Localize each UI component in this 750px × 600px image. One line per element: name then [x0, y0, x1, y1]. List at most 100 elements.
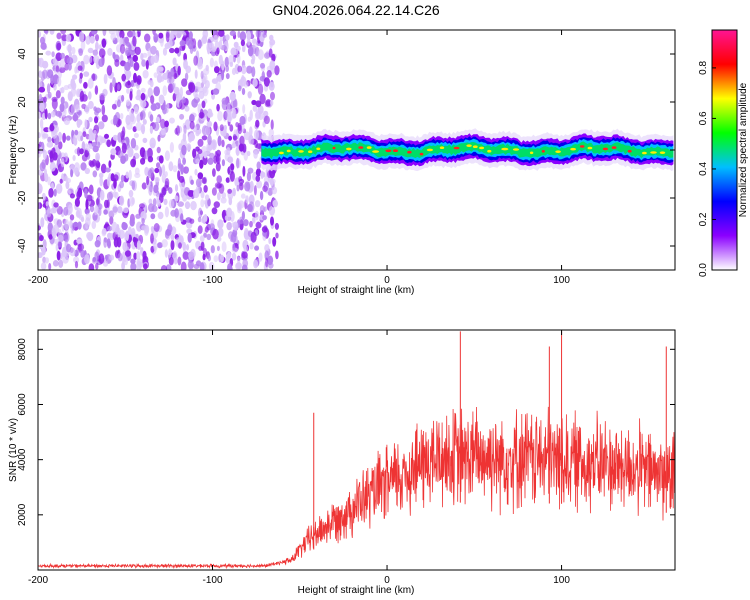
noise-speckle [67, 189, 71, 196]
noise-speckle [172, 57, 177, 66]
noise-speckle [131, 227, 136, 238]
noise-speckle [38, 132, 41, 139]
noise-speckle [121, 94, 125, 102]
noise-speckle [100, 163, 107, 174]
colorbar-tick-label: 0.0 [698, 263, 709, 277]
spectrogram-x-label: Height of straight line (km) [298, 285, 415, 296]
noise-speckle [111, 103, 117, 110]
noise-speckle [197, 172, 204, 180]
noise-speckle [98, 172, 104, 179]
noise-speckle [160, 118, 166, 129]
noise-speckle [72, 74, 78, 80]
noise-speckle [65, 34, 72, 42]
noise-speckle [158, 32, 164, 39]
noise-speckle [45, 50, 52, 56]
noise-speckle [144, 33, 151, 43]
noise-speckle [158, 155, 164, 164]
noise-speckle [217, 135, 222, 147]
noise-speckle [180, 181, 186, 193]
noise-speckle [64, 63, 69, 71]
noise-speckle [154, 176, 160, 183]
noise-speckle [201, 135, 208, 141]
noise-speckle [52, 58, 58, 64]
noise-speckle [153, 33, 159, 43]
noise-speckle [150, 103, 157, 111]
noise-speckle [184, 105, 190, 112]
noise-speckle [254, 129, 259, 140]
noise-speckle [153, 223, 160, 232]
noise-speckle [255, 100, 262, 108]
noise-speckle [157, 242, 163, 249]
noise-speckle [237, 256, 241, 265]
noise-speckle [125, 81, 132, 89]
noise-speckle [241, 87, 246, 96]
signal-peak-dot [611, 146, 617, 149]
noise-speckle [269, 177, 274, 187]
spectrogram-x-tick-label: 100 [553, 275, 570, 286]
noise-speckle [241, 45, 246, 53]
noise-speckle [171, 82, 175, 90]
noise-speckle [275, 232, 279, 239]
noise-speckle [257, 49, 264, 61]
noise-speckle [168, 257, 174, 266]
noise-speckle [166, 102, 170, 110]
noise-speckle [79, 90, 85, 102]
noise-speckle [268, 48, 273, 58]
noise-speckle [262, 185, 268, 192]
noise-speckle [66, 57, 74, 65]
noise-speckle [216, 175, 222, 184]
noise-speckle [218, 30, 225, 37]
noise-speckle [140, 99, 147, 108]
noise-speckle [135, 95, 141, 101]
noise-speckle [68, 105, 75, 115]
noise-speckle [255, 168, 262, 177]
noise-speckle [221, 139, 225, 148]
noise-speckle [236, 45, 241, 52]
noise-speckle [121, 73, 126, 82]
noise-speckle [46, 207, 52, 218]
noise-speckle [225, 177, 230, 183]
noise-speckle [261, 226, 268, 233]
noise-speckle [249, 242, 254, 250]
noise-speckle [203, 185, 208, 193]
noise-speckle [254, 210, 259, 221]
noise-speckle [253, 150, 258, 159]
noise-speckle [39, 235, 44, 242]
noise-speckle [104, 133, 109, 139]
noise-speckle [125, 49, 131, 57]
noise-speckle [120, 155, 126, 164]
noise-speckle [170, 67, 175, 77]
noise-speckle [55, 65, 60, 73]
noise-speckle [173, 72, 178, 80]
noise-speckle [185, 166, 189, 173]
noise-speckle [228, 197, 233, 206]
noise-speckle [223, 124, 227, 131]
noise-speckle [236, 53, 241, 64]
noise-speckle [60, 158, 65, 168]
noise-speckle [140, 211, 147, 221]
noise-speckle [45, 201, 49, 207]
noise-speckle [206, 233, 212, 241]
noise-speckle [125, 99, 131, 107]
noise-speckle [64, 219, 70, 231]
noise-speckle [156, 74, 163, 83]
noise-speckle [231, 142, 237, 149]
noise-speckle [164, 150, 170, 161]
noise-speckle [231, 252, 237, 261]
noise-speckle [243, 81, 249, 88]
signal-peak-dot [642, 151, 647, 155]
noise-speckle [255, 30, 261, 38]
snr-background [38, 330, 675, 570]
signal-peak-dot [308, 150, 313, 153]
noise-speckle [88, 263, 95, 270]
noise-speckle [187, 190, 195, 197]
spectrogram-y-tick-label: -20 [17, 190, 28, 205]
noise-speckle [98, 58, 105, 67]
noise-speckle [246, 31, 251, 41]
noise-speckle [183, 52, 188, 62]
noise-speckle [165, 264, 172, 270]
noise-speckle [60, 58, 65, 69]
noise-speckle [189, 218, 195, 224]
noise-speckle [129, 109, 135, 120]
noise-speckle [101, 38, 107, 48]
